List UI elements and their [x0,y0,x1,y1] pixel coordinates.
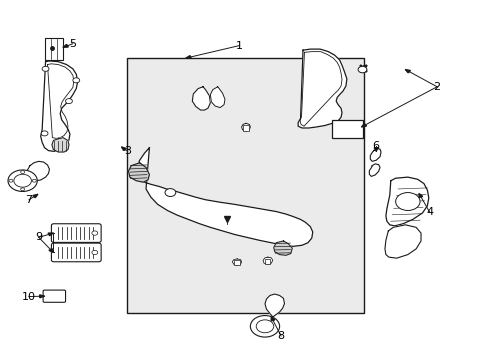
Circle shape [357,66,366,73]
Polygon shape [361,124,366,127]
Circle shape [65,99,72,104]
Polygon shape [27,161,49,181]
Polygon shape [136,148,312,246]
Polygon shape [33,194,38,198]
Bar [234,260,239,265]
Polygon shape [373,148,377,151]
Polygon shape [185,55,191,58]
Circle shape [395,193,419,211]
Circle shape [42,66,49,71]
Text: 10: 10 [22,292,36,302]
Polygon shape [48,233,53,236]
Polygon shape [368,164,379,176]
Polygon shape [63,44,68,47]
Polygon shape [264,294,284,317]
Polygon shape [405,69,409,73]
Polygon shape [232,259,241,265]
Circle shape [9,179,13,182]
Circle shape [164,189,175,197]
Circle shape [250,316,279,337]
Text: 9: 9 [35,232,42,242]
Polygon shape [52,138,69,152]
Bar [44,39,63,60]
Circle shape [32,179,36,182]
Polygon shape [49,249,53,252]
Polygon shape [128,163,149,182]
Circle shape [41,131,48,136]
Polygon shape [40,295,44,298]
Text: 6: 6 [372,141,379,151]
FancyBboxPatch shape [51,224,101,242]
Polygon shape [41,61,78,151]
Bar [264,259,270,264]
Polygon shape [122,147,126,150]
Polygon shape [263,257,272,264]
Polygon shape [298,49,346,128]
Text: 5: 5 [69,39,76,49]
Polygon shape [271,317,274,321]
Polygon shape [241,123,250,131]
Polygon shape [384,225,420,258]
Circle shape [92,250,98,255]
Text: 8: 8 [277,331,284,341]
Bar [243,125,248,131]
Circle shape [20,188,24,191]
Polygon shape [273,241,292,255]
Polygon shape [192,87,210,110]
Text: 3: 3 [124,146,131,156]
Polygon shape [385,177,428,226]
Circle shape [20,171,24,174]
Polygon shape [210,87,224,108]
Circle shape [92,231,98,235]
FancyBboxPatch shape [43,290,65,302]
Circle shape [8,170,37,192]
Text: 1: 1 [236,41,243,50]
Text: 2: 2 [433,82,440,92]
Polygon shape [369,148,380,161]
Circle shape [73,78,80,83]
FancyBboxPatch shape [51,243,101,262]
Polygon shape [418,194,422,198]
Bar [127,58,363,313]
Text: 7: 7 [25,195,33,205]
Text: 4: 4 [426,207,432,217]
Bar [331,121,362,138]
